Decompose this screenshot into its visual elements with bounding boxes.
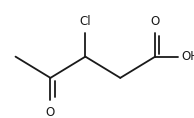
Text: O: O: [151, 15, 160, 28]
Text: O: O: [46, 106, 55, 118]
Text: OH: OH: [181, 50, 194, 63]
Text: Cl: Cl: [80, 15, 91, 28]
